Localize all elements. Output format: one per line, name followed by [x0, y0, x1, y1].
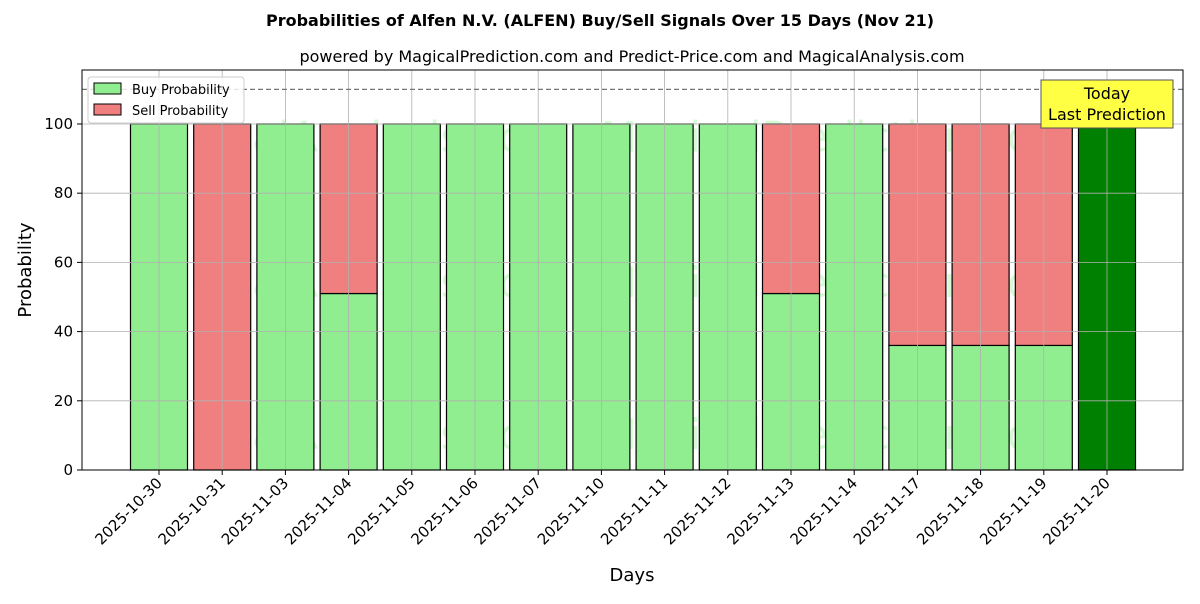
- chart-title: Probabilities of Alfen N.V. (ALFEN) Buy/…: [266, 11, 934, 30]
- x-tick-label: 2025-11-13: [723, 474, 797, 548]
- y-tick-label: 80: [54, 184, 73, 202]
- legend-swatch: [93, 82, 122, 95]
- x-tick-label: 2025-11-18: [913, 474, 987, 548]
- y-tick-label: 0: [63, 461, 73, 479]
- x-tick-label: 2025-11-07: [471, 474, 545, 548]
- x-tick-label: 2025-10-31: [155, 474, 229, 548]
- x-tick-label: 2025-11-10: [534, 474, 608, 548]
- y-tick-label: 100: [44, 115, 73, 133]
- x-tick-label: 2025-11-05: [344, 474, 418, 548]
- x-tick-label: 2025-11-19: [976, 474, 1050, 548]
- x-tick-label: 2025-11-17: [850, 474, 924, 548]
- x-tick-label: 2025-11-06: [407, 474, 481, 548]
- legend-label: Sell Probability: [132, 104, 229, 119]
- legend: [87, 76, 245, 124]
- x-tick-label: 2025-11-04: [281, 474, 355, 548]
- legend-label: Buy Probability: [132, 83, 230, 98]
- x-tick-label: 2025-11-03: [218, 474, 292, 548]
- today-annotation-box: [1040, 79, 1174, 129]
- x-tick-label: 2025-11-11: [597, 474, 671, 548]
- x-tick-label: 2025-10-30: [91, 474, 165, 548]
- y-axis-label: Probability: [15, 222, 36, 317]
- y-tick-label: 40: [54, 323, 73, 341]
- y-tick-label: 20: [54, 392, 73, 410]
- legend-swatch: [93, 103, 122, 116]
- x-tick-label: 2025-11-12: [660, 474, 734, 548]
- today-annotation-text: Last Prediction: [1048, 105, 1166, 124]
- plot-frame: [81, 69, 1184, 471]
- chart-subtitle: powered by MagicalPrediction.com and Pre…: [299, 47, 964, 66]
- x-tick-label: 2025-11-14: [787, 474, 861, 548]
- y-tick-label: 60: [54, 253, 73, 271]
- x-axis-label: Days: [610, 565, 655, 586]
- today-annotation-text: Today: [1083, 84, 1130, 103]
- x-tick-label: 2025-11-20: [1039, 474, 1113, 548]
